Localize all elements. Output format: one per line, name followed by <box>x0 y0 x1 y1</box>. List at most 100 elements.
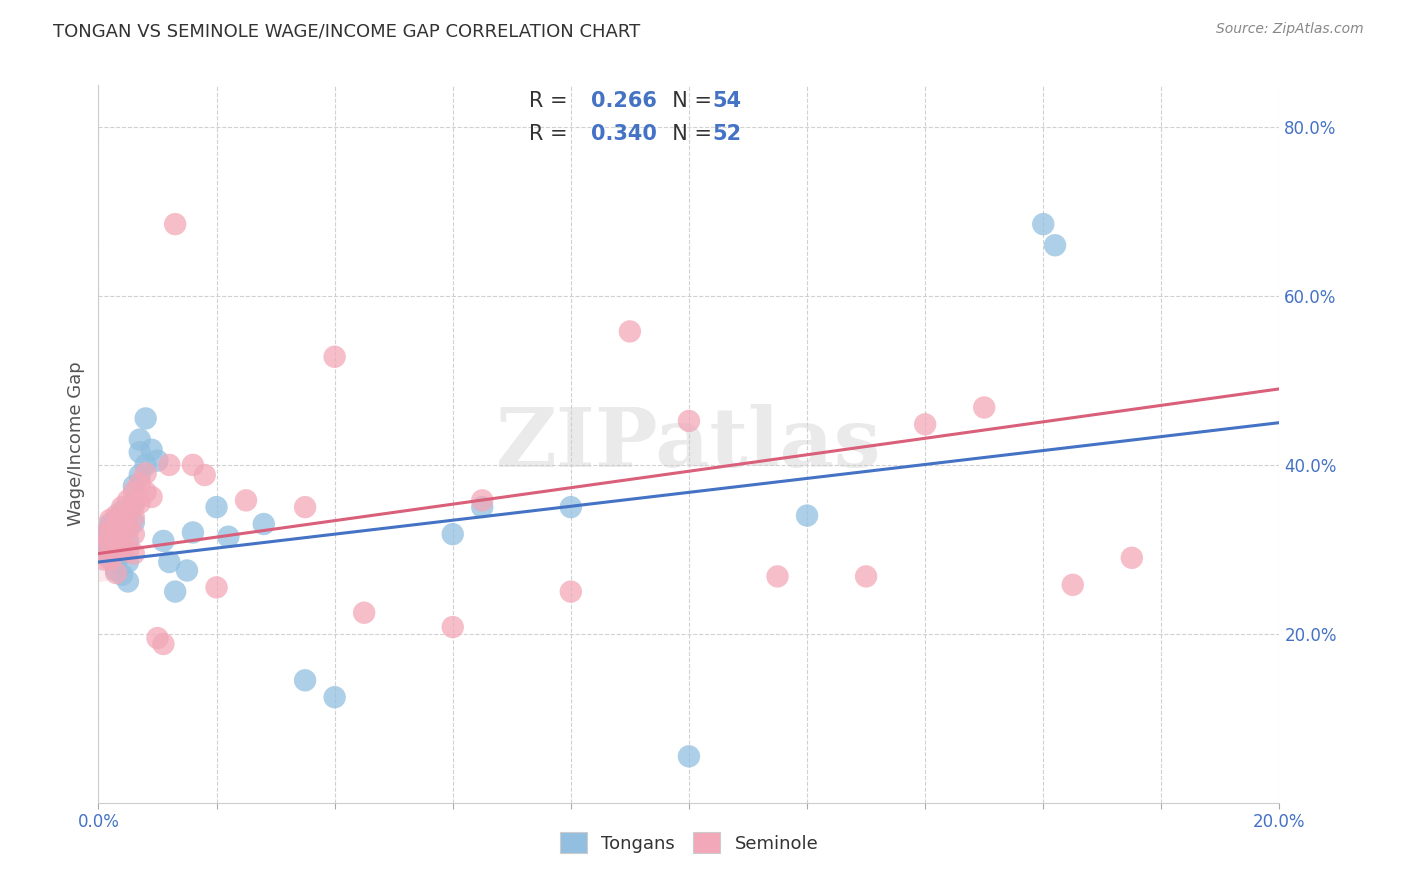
Point <box>87 542 110 557</box>
Point <box>194 468 217 483</box>
Point <box>128 468 150 483</box>
Point <box>235 493 257 508</box>
Point <box>253 516 276 531</box>
Point <box>98 535 121 549</box>
Point <box>111 541 134 555</box>
Point <box>105 555 128 569</box>
Point <box>165 217 187 231</box>
Point <box>98 513 121 527</box>
Point <box>93 538 115 552</box>
Text: R =: R = <box>530 90 575 111</box>
Point <box>93 552 115 566</box>
Point <box>1121 550 1143 565</box>
Point <box>122 499 145 513</box>
Point <box>117 508 139 523</box>
Point <box>98 521 121 535</box>
Point <box>128 496 150 510</box>
Point <box>93 538 115 552</box>
Text: ZIPatlas: ZIPatlas <box>496 404 882 483</box>
Point <box>1043 238 1066 252</box>
Text: 54: 54 <box>713 90 742 111</box>
Point <box>98 525 121 540</box>
Point <box>128 476 150 491</box>
Text: 0.340: 0.340 <box>591 124 657 144</box>
Point <box>111 524 134 538</box>
Point <box>441 620 464 634</box>
Point <box>678 749 700 764</box>
Point <box>441 527 464 541</box>
Point <box>157 555 180 569</box>
Point <box>105 530 128 544</box>
Point <box>128 445 150 459</box>
Point <box>117 521 139 535</box>
Point <box>93 533 115 548</box>
Point <box>152 533 174 548</box>
Point <box>128 433 150 447</box>
Point <box>93 527 115 541</box>
Point <box>105 518 128 533</box>
Text: TONGAN VS SEMINOLE WAGE/INCOME GAP CORRELATION CHART: TONGAN VS SEMINOLE WAGE/INCOME GAP CORRE… <box>53 22 641 40</box>
Point <box>98 516 121 531</box>
Point <box>122 496 145 510</box>
Point <box>105 527 128 541</box>
Point <box>141 442 163 457</box>
Point <box>98 535 121 549</box>
Point <box>135 467 157 481</box>
Point <box>181 458 204 472</box>
Point <box>181 525 204 540</box>
Point <box>323 690 346 705</box>
Point <box>796 508 818 523</box>
Point <box>111 504 134 518</box>
Point <box>471 493 494 508</box>
Point <box>122 510 145 524</box>
Text: N =: N = <box>659 90 718 111</box>
Point <box>111 547 134 561</box>
Point <box>117 524 139 538</box>
Point <box>146 631 169 645</box>
Point <box>111 567 134 582</box>
Point <box>135 411 157 425</box>
Point <box>105 535 128 549</box>
Point <box>111 510 134 524</box>
Point <box>111 524 134 538</box>
Point <box>146 453 169 467</box>
Point <box>98 550 121 565</box>
Text: 0.266: 0.266 <box>591 90 657 111</box>
Point <box>294 500 316 515</box>
Text: N =: N = <box>659 124 718 144</box>
Point <box>323 350 346 364</box>
Point <box>294 673 316 688</box>
Point <box>93 547 115 561</box>
Point <box>117 544 139 558</box>
Point <box>205 581 228 595</box>
Point <box>560 584 582 599</box>
Point <box>105 566 128 580</box>
Legend: Tongans, Seminole: Tongans, Seminole <box>551 823 827 862</box>
Point <box>560 500 582 515</box>
Point <box>122 479 145 493</box>
Point <box>98 524 121 538</box>
Point <box>105 544 128 558</box>
Point <box>353 606 375 620</box>
Point <box>855 569 877 583</box>
Point <box>157 458 180 472</box>
Point <box>122 484 145 499</box>
Point <box>619 325 641 339</box>
Point <box>98 552 121 566</box>
Point <box>176 564 198 578</box>
Point <box>217 530 239 544</box>
Point <box>678 414 700 428</box>
Point <box>105 508 128 523</box>
Point <box>111 510 134 524</box>
Point <box>1032 217 1054 231</box>
Point <box>766 569 789 583</box>
Point <box>105 518 128 533</box>
Point <box>122 547 145 561</box>
Text: R =: R = <box>530 124 575 144</box>
Point <box>471 500 494 515</box>
Point <box>165 584 187 599</box>
Point <box>117 555 139 569</box>
Point <box>117 574 139 589</box>
Point <box>205 500 228 515</box>
Point <box>111 500 134 515</box>
